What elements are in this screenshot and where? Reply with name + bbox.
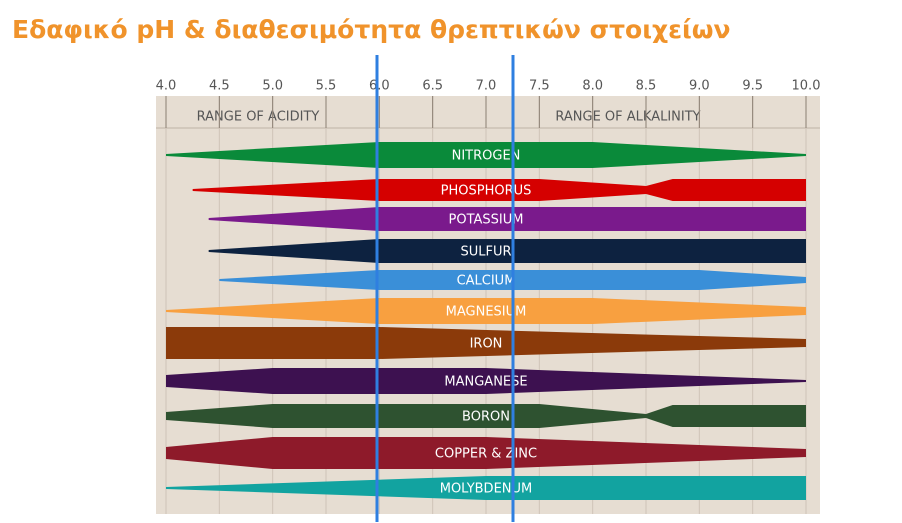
nutrient-label: POTASSIUM bbox=[449, 213, 524, 228]
nutrient-label: MOLYBDENUM bbox=[440, 482, 533, 497]
nutrient-label: COPPER & ZINC bbox=[435, 447, 537, 462]
nutrient-band bbox=[208, 207, 806, 231]
nutrient-band bbox=[166, 437, 806, 469]
nutrient-label: BORON bbox=[462, 410, 510, 425]
nutrient-band bbox=[166, 476, 806, 500]
tick-label: 4.0 bbox=[156, 79, 177, 94]
nutrient-band bbox=[166, 298, 806, 324]
tick-label: 7.0 bbox=[476, 79, 497, 94]
tick-label: 6.0 bbox=[369, 79, 390, 94]
nutrient-band bbox=[192, 179, 806, 201]
nutrient-label: MANGANESE bbox=[444, 375, 527, 390]
title: Εδαφικό pH & διαθεσιμότητα θρεπτικών στο… bbox=[12, 15, 731, 44]
nutrient-band bbox=[208, 239, 806, 263]
nutrient-label: NITROGEN bbox=[452, 149, 521, 164]
nutrient-band bbox=[166, 327, 806, 359]
nutrient-band bbox=[166, 142, 806, 168]
nutrient-label: IRON bbox=[470, 337, 503, 352]
nutrient-label: SULFUR bbox=[460, 245, 511, 260]
tick-label: 8.5 bbox=[636, 79, 657, 94]
tick-label: 4.5 bbox=[209, 79, 230, 94]
acidity-label: RANGE OF ACIDITY bbox=[197, 110, 320, 125]
tick-label: 7.5 bbox=[529, 79, 550, 94]
tick-label: 5.0 bbox=[262, 79, 283, 94]
nutrient-label: MAGNESIUM bbox=[446, 305, 527, 320]
tick-label: 9.0 bbox=[689, 79, 710, 94]
nutrient-band bbox=[166, 368, 806, 394]
tick-label: 6.5 bbox=[422, 79, 443, 94]
tick-label: 9.5 bbox=[742, 79, 763, 94]
nutrient-label: CALCIUM bbox=[457, 274, 516, 289]
tick-label: 10.0 bbox=[792, 79, 821, 94]
nutrient-label: PHOSPHORUS bbox=[441, 184, 532, 199]
alkalinity-label: RANGE OF ALKALINITY bbox=[555, 110, 700, 125]
tick-label: 8.0 bbox=[582, 79, 603, 94]
nutrient-band bbox=[166, 404, 806, 428]
tick-label: 5.5 bbox=[316, 79, 337, 94]
